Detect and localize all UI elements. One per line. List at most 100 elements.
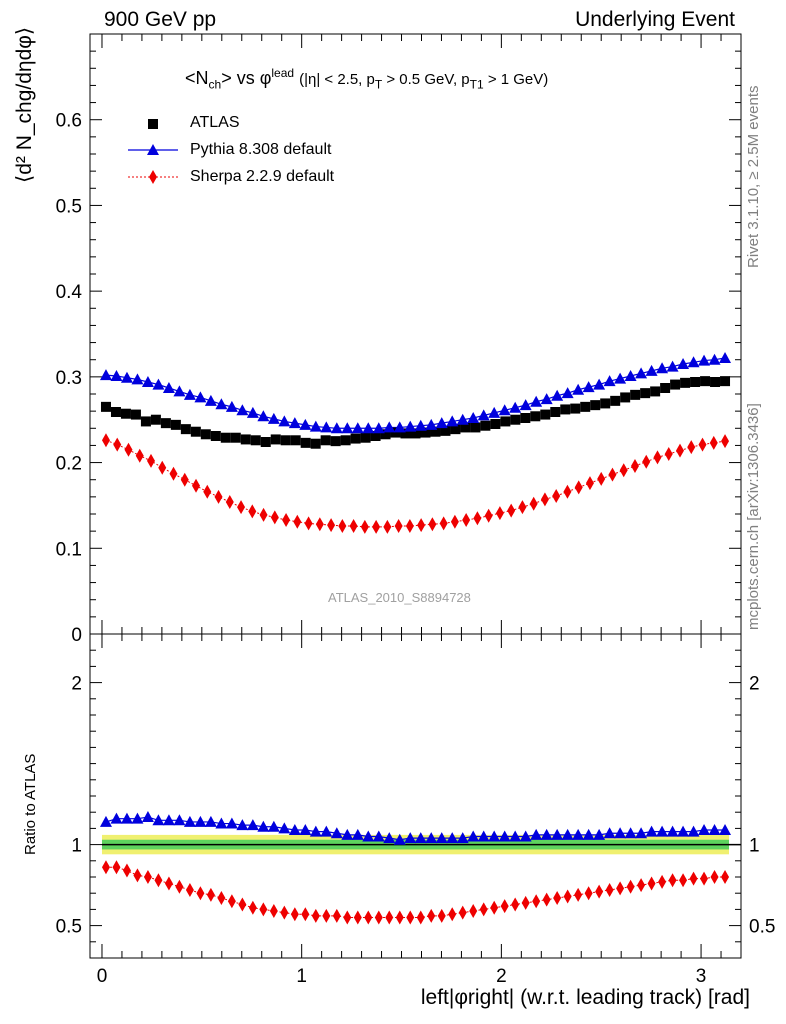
ratio-sherpa-point <box>689 871 698 886</box>
sherpa-point <box>597 471 606 486</box>
atlas-point <box>470 422 481 433</box>
pythia-point <box>152 378 165 390</box>
ratio-sherpa-point <box>721 870 730 884</box>
legend-marker-pythia <box>147 144 159 155</box>
atlas-point <box>270 434 281 445</box>
ratio-pythia-point <box>341 828 354 840</box>
pythia-point <box>225 400 238 412</box>
ratio-pythia-point <box>110 812 123 824</box>
atlas-point <box>520 413 531 423</box>
pythia-point <box>519 399 532 411</box>
atlas-point <box>580 401 591 412</box>
pythia-point <box>614 372 627 384</box>
pythia-point <box>173 385 186 397</box>
sherpa-point <box>552 489 561 503</box>
ratio-sherpa-point <box>311 908 320 923</box>
ratio-pythia-point <box>551 828 564 840</box>
atlas-point <box>600 398 611 409</box>
sherpa-point <box>315 517 324 532</box>
pythia-point <box>530 395 543 407</box>
atlas-point <box>200 429 211 440</box>
atlas-point <box>430 426 441 437</box>
ratio-sherpa-point <box>164 876 173 891</box>
ratio-ytick-label: 0.5 <box>56 917 82 938</box>
main-ytick-label: 0.3 <box>56 368 82 389</box>
pythia-point <box>635 367 648 379</box>
ratio-pythia-point <box>215 817 228 829</box>
pythia-point <box>708 353 721 365</box>
sherpa-point <box>484 508 493 523</box>
ratio-pythia-point <box>593 828 606 840</box>
pythia-point <box>309 420 322 432</box>
atlas-point <box>190 426 201 437</box>
ratio-ytick-label-right: 1 <box>749 836 760 857</box>
plot-title: <Nch> vs φlead (|η| < 2.5, pT > 0.5 GeV,… <box>185 66 548 92</box>
sherpa-point <box>529 496 538 511</box>
pythia-point <box>593 378 606 390</box>
ratio-pythia-point <box>404 832 417 844</box>
atlas-point <box>170 419 181 430</box>
ratio-pythia-point <box>656 825 669 837</box>
sherpa-point <box>664 447 673 461</box>
pythia-point <box>687 356 700 368</box>
ratio-sherpa-point <box>416 910 425 925</box>
ratio-pythia-point <box>677 825 690 837</box>
legend-label-sherpa: Sherpa 2.2.9 default <box>190 168 335 185</box>
pythia-point <box>540 393 553 405</box>
pythia-point <box>698 354 711 366</box>
sherpa-point <box>360 519 369 534</box>
atlas-point <box>620 392 631 403</box>
atlas-point <box>300 437 311 448</box>
ratio-sherpa-point <box>206 887 215 902</box>
pythia-point <box>372 422 385 434</box>
ratio-pythia-point <box>131 812 144 824</box>
ratio-pythia-point <box>120 812 133 824</box>
sherpa-point <box>687 440 696 455</box>
ratio-pythia-point <box>519 830 532 842</box>
ratio-ytick-label-right: 2 <box>749 674 760 695</box>
ratio-sherpa-point <box>679 873 688 888</box>
atlas-point <box>100 401 111 412</box>
pythia-point <box>435 417 448 429</box>
pythia-point <box>446 415 459 427</box>
atlas-point <box>650 386 661 397</box>
ratio-sherpa-point <box>353 910 362 925</box>
atlas-point <box>560 404 571 415</box>
ratio-sherpa-point <box>248 900 257 915</box>
atlas-point <box>370 431 381 441</box>
ratio-sherpa-point <box>553 891 562 906</box>
ratio-sherpa-point <box>574 887 583 902</box>
ratio-sherpa-point <box>322 908 331 923</box>
ratio-pythia-point <box>509 830 522 842</box>
pythia-point <box>719 352 732 363</box>
ratio-pythia-point <box>582 828 595 840</box>
sherpa-point <box>709 435 718 450</box>
sherpa-point <box>417 518 426 533</box>
ratio-pythia-point <box>540 828 553 840</box>
sherpa-point <box>192 478 201 493</box>
pythia-point <box>194 391 207 403</box>
atlas-point <box>570 403 581 414</box>
analysis-watermark: ATLAS_2010_S8894728 <box>328 590 471 605</box>
ratio-sherpa-point <box>332 908 341 923</box>
ratio-pythia-point <box>372 830 385 842</box>
atlas-point <box>320 435 331 446</box>
title-cuts-1: (|η| < 2.5, p <box>299 71 375 88</box>
ratio-pythia-point <box>246 819 259 831</box>
ratio-sherpa-point <box>616 881 625 896</box>
ratio-pythia-point <box>435 832 448 844</box>
ratio-sherpa-point <box>500 899 509 914</box>
pythia-point <box>572 383 585 395</box>
pythia-point <box>246 406 259 418</box>
ratio-pythia-point <box>383 832 396 844</box>
sherpa-point <box>259 507 268 522</box>
sherpa-point <box>169 466 178 481</box>
atlas-point <box>480 420 491 431</box>
rivet-label: Rivet 3.1.10, ≥ 2.5M events <box>745 85 762 269</box>
ratio-pythia-point <box>414 832 427 844</box>
pythia-point <box>120 371 133 383</box>
pythia-point <box>215 398 228 410</box>
atlas-point <box>340 435 351 446</box>
ratio-pythia-point <box>278 822 291 834</box>
pythia-point <box>477 409 490 421</box>
